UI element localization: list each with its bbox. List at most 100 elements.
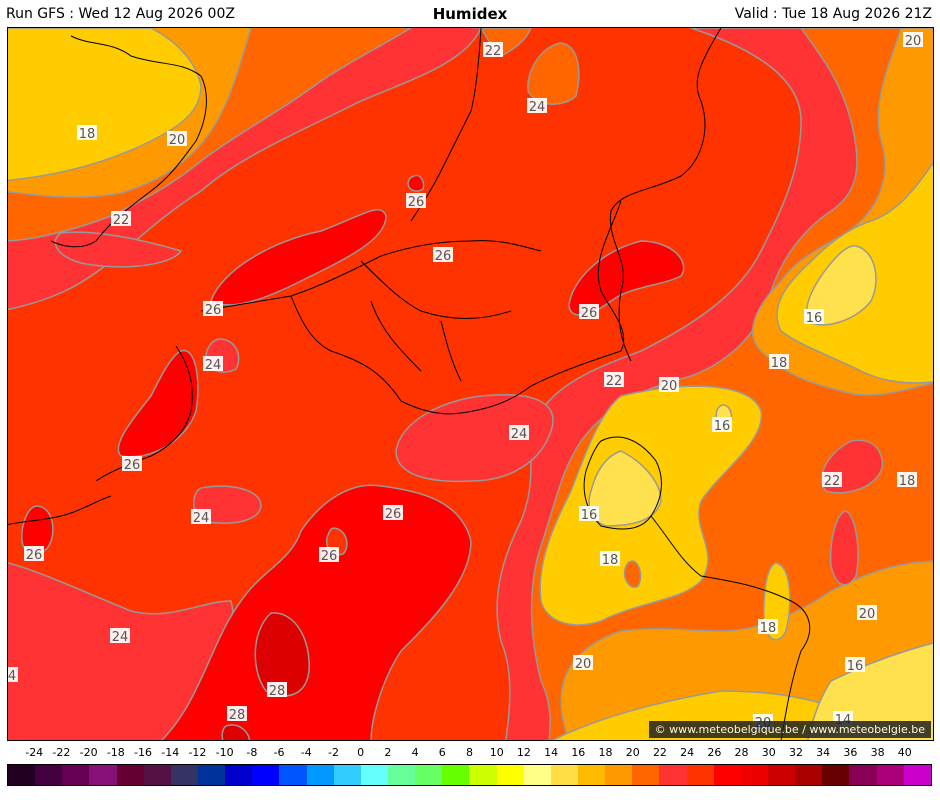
legend-swatch (822, 765, 850, 785)
legend-swatch (62, 765, 90, 785)
legend-tick: 12 (516, 746, 531, 759)
contour-label: 22 (483, 42, 503, 59)
legend-swatch (632, 765, 660, 785)
contour-label-bg (191, 509, 211, 524)
field-26-northeast (568, 240, 685, 316)
legend-tick: 8 (466, 746, 473, 759)
legend-tick: 16 (571, 746, 586, 759)
contour-label: 22 (604, 372, 624, 389)
legend-swatch (333, 765, 361, 785)
contour-label-bg (122, 456, 142, 471)
contour-label: 26 (579, 304, 599, 321)
uk-coastline (50, 35, 207, 248)
contour-label-bg (573, 655, 593, 670)
legend-swatch (605, 765, 633, 785)
borders (8, 28, 811, 740)
legend-tick: 22 (652, 746, 667, 759)
contour-label-bg (111, 211, 131, 226)
contour-label-text: 22 (824, 474, 841, 489)
legend-swatch (170, 765, 198, 785)
legend-swatch (143, 765, 171, 785)
contour-label-text: 18 (771, 356, 788, 371)
contour-label-text: 4 (8, 669, 16, 684)
legend-tick: 0 (357, 746, 365, 759)
field-24-center (395, 394, 554, 483)
legend-swatches (7, 764, 932, 786)
contour-label: 18 (77, 125, 97, 142)
legend-swatch (577, 765, 606, 785)
contour-label-text: 20 (575, 657, 592, 672)
contour-label-text: 22 (485, 44, 502, 59)
contour-label: 26 (203, 301, 223, 318)
field-26-north-small (407, 174, 425, 192)
field-20-east-dot (623, 560, 642, 588)
contour-label-text: 16 (847, 659, 864, 674)
legend-tick: 10 (489, 746, 504, 759)
contour-label-bg (712, 417, 732, 432)
contour-label-bg (319, 547, 339, 562)
legend-tick: 28 (734, 746, 749, 759)
legend-swatch (795, 765, 823, 785)
contour-label-bg (600, 551, 620, 566)
legend-swatch (306, 765, 334, 785)
legend-swatch (713, 765, 741, 785)
france-coastline (200, 240, 542, 312)
contour-label: 20 (573, 655, 593, 672)
contour-label: 18 (758, 619, 778, 636)
legend-swatch (197, 765, 226, 785)
legend-tick: -24 (25, 746, 44, 759)
legend-swatch (442, 765, 470, 785)
contour-label-bg (203, 356, 223, 371)
legend-swatch (849, 765, 877, 785)
contour-label: 16 (804, 309, 824, 326)
contour-label: 20 (903, 32, 923, 49)
legend-tick: 40 (897, 746, 912, 759)
contour-label: 22 (822, 472, 842, 489)
legend-swatch (89, 765, 117, 785)
contour-labels: 22 24 20 18 20 22 26 26 26 26 16 24 18 22 20 16 24 26 22 18… (8, 32, 923, 731)
netherlands-border (410, 28, 482, 222)
contour-label-text: 18 (79, 127, 96, 142)
contour-label-bg (227, 706, 247, 721)
contour-label-bg (509, 425, 529, 440)
contour-label: 18 (897, 472, 917, 489)
legend-tick: -22 (52, 746, 71, 759)
contour-label: 24 (191, 509, 211, 526)
field-24-northwest-blob (54, 231, 183, 268)
legend-swatch (550, 765, 578, 785)
legend-swatch (252, 765, 280, 785)
contour-label-text: 26 (385, 507, 402, 522)
contour-label-text: 20 (169, 133, 186, 148)
copyright-notice: © www.meteobelgique.be / www.meteobelgie… (648, 721, 931, 738)
contour-label-bg (857, 605, 877, 620)
contour-label-text: 18 (602, 553, 619, 568)
field-26-west-coast (210, 209, 387, 306)
field-18-northwest (8, 28, 202, 182)
contour-label-text: 20 (859, 607, 876, 622)
contour-label: 16 (712, 417, 732, 434)
contour-label-text: 24 (205, 358, 222, 373)
legend-tick: -18 (106, 746, 125, 759)
france-germany-border (650, 515, 811, 740)
luxembourg-border (583, 436, 662, 530)
legend-tick: -10 (215, 746, 234, 759)
contour-label: 20 (659, 377, 679, 394)
legend-swatch (767, 765, 796, 785)
contour-label: 22 (111, 211, 131, 228)
legend-swatch (35, 765, 63, 785)
legend-tick: -6 (273, 746, 285, 759)
legend-swatch (659, 765, 687, 785)
legend-swatch (225, 765, 253, 785)
legend-tick: -8 (246, 746, 258, 759)
contour-label: 20 (167, 131, 187, 148)
contour-label-bg (897, 472, 917, 487)
field-22-east-blob2 (829, 510, 859, 586)
legend-tick: 26 (707, 746, 722, 759)
legend-tick: 34 (816, 746, 831, 759)
legend-swatch (496, 765, 524, 785)
legend-tick: 6 (438, 746, 446, 759)
legend-swatch (740, 765, 768, 785)
contour-label: 26 (24, 546, 44, 563)
map-title: Humidex (432, 5, 508, 23)
belgium-border (290, 200, 625, 415)
